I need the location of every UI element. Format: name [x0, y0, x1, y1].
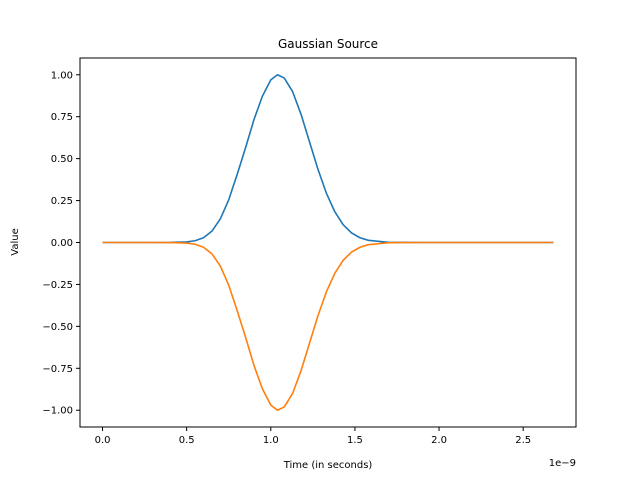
- y-tick-label: 0.75: [51, 112, 73, 123]
- plot-area: [79, 57, 577, 428]
- x-axis: 0.0 0.5 1.0 1.5 2.0 2.5: [95, 427, 531, 446]
- y-axis: 1.00 0.75 0.50 0.25 0.00 −0.25 −0.50 −0.75 −1.00: [42, 70, 80, 417]
- y-tick-label: 0.00: [51, 238, 73, 249]
- y-tick-label: −0.50: [42, 322, 73, 333]
- chart-title: Gaussian Source: [278, 37, 378, 51]
- y-tick-label: 0.25: [51, 196, 73, 207]
- y-tick-label: −0.25: [42, 280, 73, 291]
- x-tick-label: 0.5: [179, 435, 195, 446]
- y-axis-label: Value: [10, 228, 21, 255]
- y-tick-label: 1.00: [51, 70, 73, 81]
- y-tick-label: 0.50: [51, 154, 73, 165]
- x-tick-label: 2.0: [431, 435, 447, 446]
- series-line-1: [102, 73, 554, 244]
- x-tick-label: 1.5: [347, 435, 363, 446]
- x-axis-label: Time (in seconds): [283, 460, 373, 471]
- y-tick-label: −0.75: [42, 364, 73, 375]
- series-layer: [102, 73, 554, 412]
- x-tick-label: 2.5: [515, 435, 531, 446]
- y-tick-label: −1.00: [42, 406, 73, 417]
- x-tick-label: 0.0: [95, 435, 111, 446]
- series-line-2: [102, 241, 554, 412]
- x-tick-label: 1.0: [263, 435, 279, 446]
- x-axis-offset-label: 1e−9: [549, 458, 576, 469]
